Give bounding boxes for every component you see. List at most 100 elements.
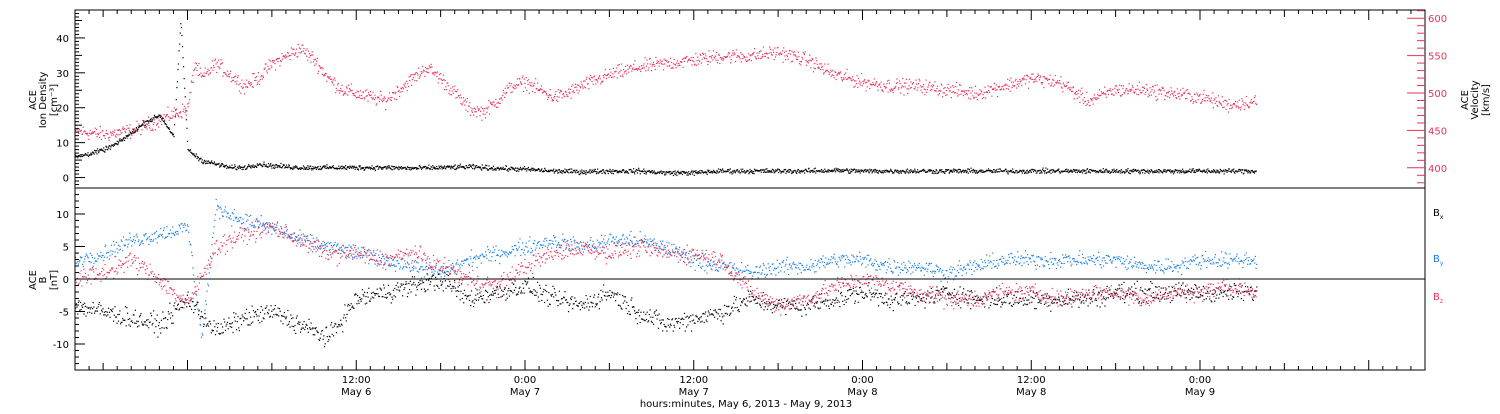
data-point-velocity [522,77,523,78]
data-point-velocity [269,59,270,60]
data-point-ion-density [224,165,225,166]
data-point-ion-density [1242,169,1243,170]
data-point-velocity [205,68,206,69]
data-point-velocity [684,61,685,62]
data-point-ion-density [276,165,277,166]
data-point-Bx [721,313,722,314]
data-point-velocity [769,47,770,48]
data-point-ion-density [268,163,269,164]
data-point-Bx [88,307,89,308]
data-point-ion-density [753,171,754,172]
data-point-Bx [194,305,195,306]
data-point-velocity [818,66,819,67]
data-point-ion-density [992,171,993,172]
data-point-velocity [753,52,754,53]
data-point-velocity [1080,90,1081,91]
data-point-velocity [471,110,472,111]
data-point-Bx [278,308,279,309]
data-point-ion-density [271,168,272,169]
data-point-velocity [583,88,584,89]
data-point-Bx [569,305,570,306]
data-point-velocity [350,89,351,90]
data-point-ion-density [584,171,585,172]
data-point-velocity [1256,104,1257,105]
data-point-velocity [1203,90,1204,91]
data-point-Bx [731,308,732,309]
data-point-velocity [1146,84,1147,85]
data-point-ion-density [943,171,944,172]
data-point-Bx [427,273,428,274]
data-point-Bx [98,304,99,305]
data-point-ion-density [952,172,953,173]
data-point-velocity [705,55,706,56]
data-point-ion-density [812,172,813,173]
data-point-ion-density [488,165,489,166]
data-point-ion-density [371,168,372,169]
data-point-ion-density [917,171,918,172]
data-point-velocity [310,55,311,56]
data-point-velocity [1186,90,1187,91]
data-point-ion-density [380,167,381,168]
data-point-velocity [345,91,346,92]
data-point-ion-density [433,167,434,168]
data-point-ion-density [566,169,567,170]
data-point-Bx [159,322,160,323]
data-point-Bx [255,311,256,312]
data-point-ion-density [1189,169,1190,170]
data-point-velocity [169,120,170,121]
data-point-ion-density [628,173,629,174]
data-point-ion-density [386,168,387,169]
data-point-ion-density [1120,171,1121,172]
data-point-velocity [691,57,692,58]
data-point-velocity [1038,74,1039,75]
data-point-ion-density [911,171,912,172]
data-point-velocity [652,66,653,67]
data-point-velocity [366,96,367,97]
data-point-velocity [795,55,796,56]
data-point-Bx [584,307,585,308]
data-point-ion-density [970,171,971,172]
data-point-velocity [1186,98,1187,99]
data-point-Bx [166,328,167,329]
data-point-Bx [376,293,377,294]
data-point-Bx [399,290,400,291]
data-point-ion-density [507,169,508,170]
data-point-ion-density [712,171,713,172]
data-point-velocity [1245,103,1246,104]
data-point-Bx [699,317,700,318]
data-point-ion-density [387,166,388,167]
data-point-velocity [197,65,198,66]
data-point-Bx [666,326,667,327]
data-point-Bx [145,321,146,322]
data-point-velocity [1182,88,1183,89]
data-point-ion-density [1125,169,1126,170]
data-point-velocity [1247,105,1248,106]
data-point-ion-density [117,141,118,142]
data-point-velocity [414,74,415,75]
data-point-Bx [84,303,85,304]
data-point-Bx [250,317,251,318]
data-point-velocity [512,91,513,92]
data-point-velocity [750,54,751,55]
data-point-Bx [532,293,533,294]
data-point-Bx [409,289,410,290]
data-point-velocity [926,92,927,93]
data-point-ion-density [799,170,800,171]
top-left-tick-label: 30 [56,69,69,80]
data-point-velocity [1150,91,1151,92]
data-point-velocity [613,68,614,69]
data-point-Bx [359,297,360,298]
data-point-ion-density [385,166,386,167]
data-point-velocity [188,106,189,107]
data-point-ion-density [953,168,954,169]
data-point-velocity [243,87,244,88]
data-point-velocity [1093,104,1094,105]
data-point-Bx [349,305,350,306]
data-point-ion-density [451,166,452,167]
data-point-ion-density [1152,171,1153,172]
data-point-ion-density [157,117,158,118]
data-point-Bx [235,313,236,314]
data-point-velocity [105,138,106,139]
data-point-Bx [213,330,214,331]
data-point-ion-density [81,154,82,155]
